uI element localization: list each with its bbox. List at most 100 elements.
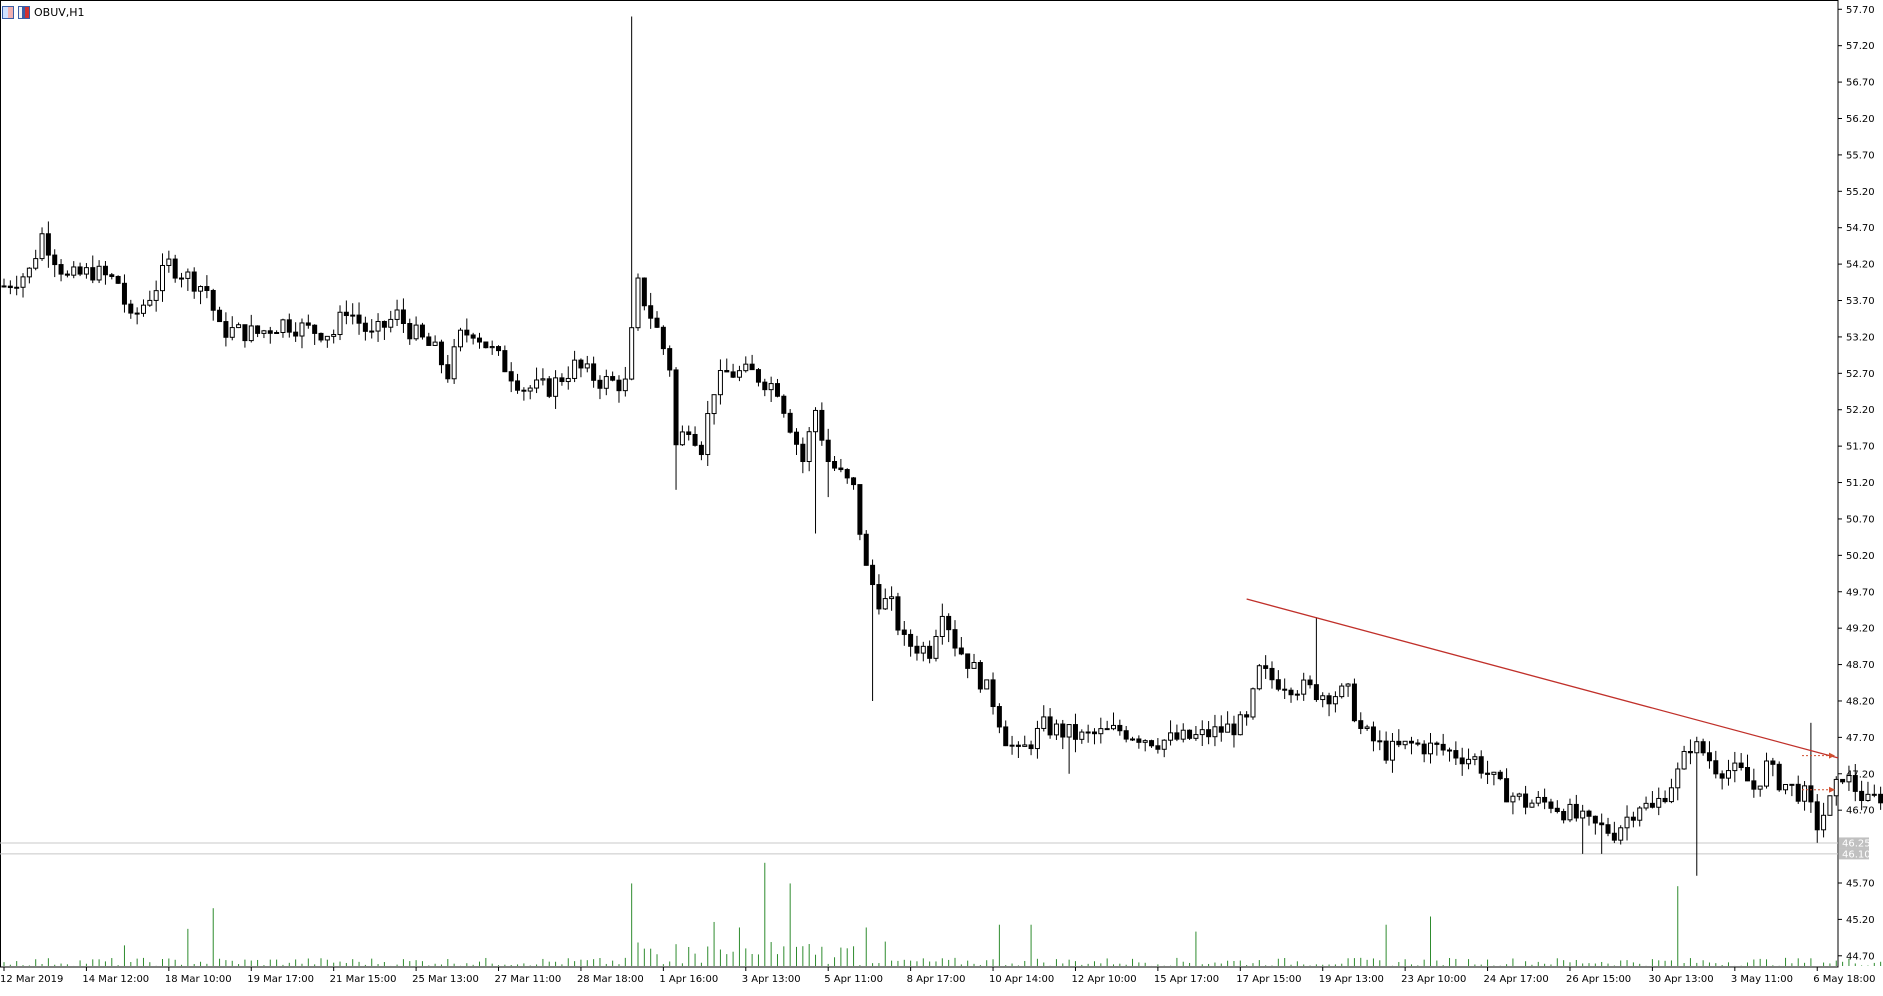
candle [369,319,375,339]
candle [641,277,647,311]
candle [851,477,857,490]
candle [705,400,711,466]
candle [1453,741,1459,766]
candle [559,373,565,386]
candle [255,325,261,338]
y-tick-label: 49.20 [1846,624,1875,635]
candle [457,327,463,352]
x-tick-label: 3 May 11:00 [1731,974,1793,985]
candle [1649,791,1655,809]
candle [1852,764,1858,802]
candle [1466,748,1472,770]
candle [965,653,971,679]
candle [179,272,185,288]
candle [889,586,895,611]
candle [166,250,172,273]
y-tick-label: 48.70 [1846,660,1875,671]
y-tick-label: 54.70 [1846,223,1875,234]
candle [52,249,58,278]
candle [381,320,387,340]
candle [1,278,7,288]
y-tick-label: 47.70 [1846,733,1875,744]
candle [1389,732,1395,773]
candle [261,329,267,339]
candle [1263,655,1269,679]
candle [819,402,825,446]
candle [1485,760,1491,785]
current-price-label-bg [1839,848,1869,860]
candle [914,635,920,661]
candle [1415,739,1421,747]
candle [1738,753,1744,771]
candle [717,359,723,405]
candle [267,326,273,344]
candle [324,335,330,348]
candle [927,640,933,664]
candle [787,409,793,434]
candle [863,530,869,566]
x-tick-label: 25 Mar 13:00 [412,974,479,985]
candle [686,425,692,441]
candle [1751,768,1757,798]
candle [90,255,96,284]
candle [286,313,292,338]
candle [483,341,489,349]
candle [578,358,584,378]
x-tick-label: 5 Apr 11:00 [824,974,883,985]
y-tick-label: 53.20 [1846,332,1875,343]
level-marker[interactable] [1802,752,1835,759]
candle [477,332,482,349]
current-price-label: 46.25 [1842,838,1871,849]
candle [318,332,324,343]
candle [1041,705,1047,732]
chart-title-bar: OBUV,H1 [2,4,85,20]
candle [806,427,812,472]
candle [45,221,51,268]
candle [280,318,286,338]
candle [464,318,470,343]
candle [572,350,578,383]
candle [1789,783,1795,797]
candle [977,660,983,693]
candle [305,314,311,329]
candle [1294,690,1300,701]
candle [1358,712,1364,735]
x-tick-label: 1 Apr 16:00 [659,974,718,985]
candle [1624,805,1630,841]
y-tick-label: 52.70 [1846,369,1875,380]
candle [1345,682,1351,697]
candle [128,299,134,319]
candle [984,679,990,690]
candle [1567,798,1573,823]
candle [432,335,438,346]
candle [438,339,444,374]
candle [1732,751,1738,783]
candle [946,613,952,643]
candle [1098,717,1104,744]
y-tick-label: 45.20 [1846,915,1875,926]
candle [217,306,223,323]
candle [990,672,996,715]
candle [1675,762,1681,801]
candle [895,592,901,636]
trendline[interactable] [1246,598,1839,759]
candle [77,262,83,277]
candle [293,322,299,342]
candle [1497,769,1503,781]
y-tick-label: 57.70 [1846,5,1875,16]
candle [1022,735,1028,747]
candle [762,378,768,397]
level-marker[interactable] [1802,786,1835,793]
candle [26,267,32,284]
candle [172,254,178,283]
candle [445,354,451,383]
candle [1313,617,1319,702]
candle [1206,721,1212,745]
chart-window-icon [2,5,14,19]
candle [971,653,977,669]
candle [1580,804,1586,854]
candle [400,298,406,333]
candle [654,311,660,329]
